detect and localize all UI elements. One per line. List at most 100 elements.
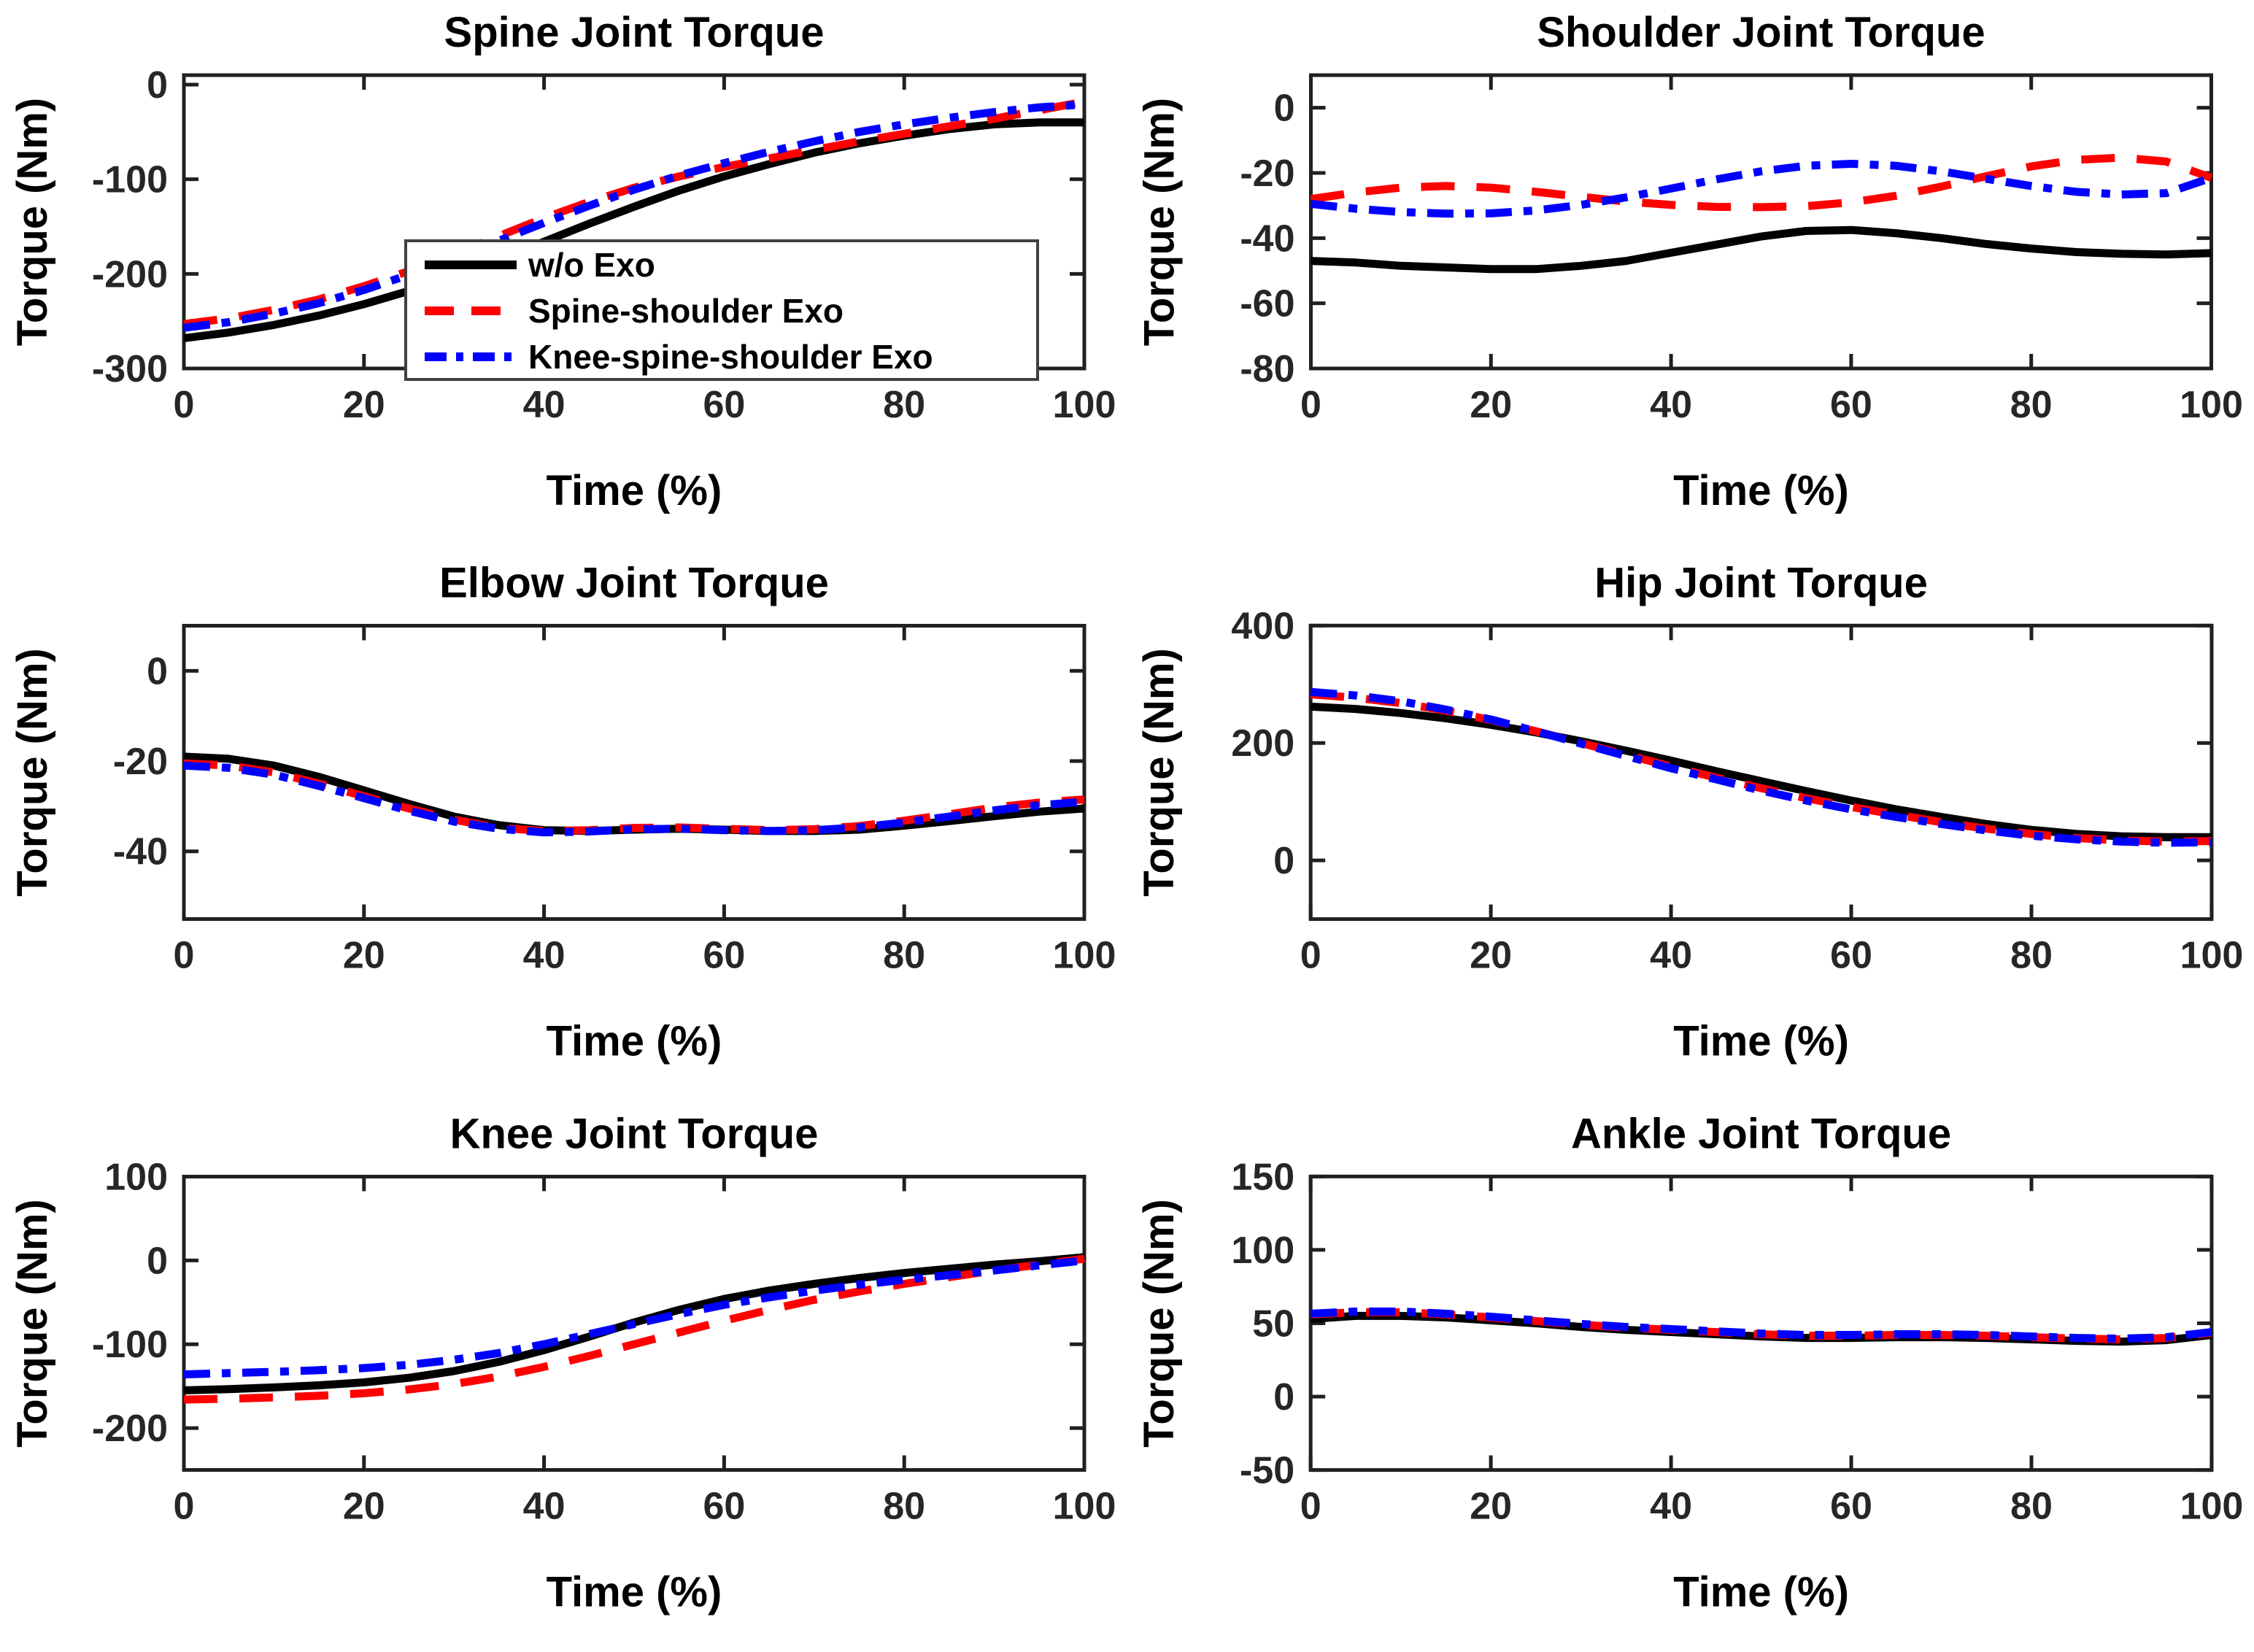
y-tick-label: 0 (147, 1240, 168, 1282)
series-line-knee-spine-shoulder-exo (1310, 1307, 2212, 1343)
x-tick-label: 60 (703, 935, 745, 977)
x-tick-label: 0 (174, 384, 195, 426)
y-axis-label: Torque (Nm) (1135, 648, 1183, 897)
y-tick-label: -100 (92, 1324, 168, 1366)
series-line-spine-shoulder-exo (183, 759, 1085, 835)
y-tick-label: -80 (1240, 348, 1294, 390)
y-tick-label: 0 (1273, 840, 1294, 882)
x-tick-label: 20 (1470, 384, 1512, 426)
y-axis-label: Torque (Nm) (9, 98, 56, 346)
chart-title: Elbow Joint Torque (439, 560, 829, 607)
series-line-spine-shoulder-exo (1310, 153, 2213, 212)
x-tick-label: 80 (2010, 935, 2053, 977)
x-axis-label: Time (%) (547, 467, 722, 514)
y-tick-label: -20 (1240, 153, 1294, 195)
y-tick-label: -40 (1240, 217, 1294, 260)
y-tick-label: 400 (1231, 605, 1294, 647)
x-tick-label: 20 (1470, 1486, 1512, 1528)
y-tick-label: 100 (104, 1157, 168, 1199)
chart-knee: Knee Joint Torque Torque (Nm) Time (%) 0 20 4… (9, 1111, 1116, 1616)
plot-box (182, 624, 1087, 921)
plot-box (1308, 1174, 2214, 1472)
chart-hip: Hip Joint Torque Torque (Nm) Time (%) 0 20 40… (1135, 559, 2244, 1065)
y-axis-label: Torque (Nm) (9, 1199, 56, 1447)
y-tick-label: 100 (1231, 1230, 1294, 1272)
chart-ankle: Ankle Joint Torque Torque (Nm) Time (%) 0 20… (1135, 1110, 2244, 1616)
x-tick-label: 100 (2180, 1486, 2244, 1528)
x-tick-label: 60 (703, 384, 745, 426)
legend-label: Spine-shoulder Exo (528, 292, 844, 330)
chart-title: Shoulder Joint Torque (1537, 9, 1985, 56)
x-tick-label: 100 (1053, 935, 1116, 977)
series-line-knee-spine-shoulder-exo (183, 1256, 1085, 1379)
y-tick-label: -60 (1240, 283, 1294, 325)
plot-box (182, 1175, 1087, 1472)
panel-shoulder-joint-torque: Shoulder Joint Torque Torque (Nm) Time (%)… (1127, 0, 2254, 550)
x-tick-label: 60 (1830, 384, 1872, 426)
x-axis-label: Time (%) (1673, 1569, 1849, 1616)
chart-elbow: Elbow Joint Torque Torque (Nm) Time (%) 0 20… (9, 560, 1116, 1065)
y-tick-label: 0 (147, 650, 168, 692)
x-tick-label: 100 (2180, 935, 2244, 977)
x-tick-label: 20 (1470, 935, 1512, 977)
x-tick-label: 80 (883, 935, 925, 977)
x-tick-label: 40 (523, 935, 566, 977)
x-tick-label: 0 (1300, 384, 1321, 426)
y-tick-label: 200 (1231, 722, 1294, 765)
y-tick-label: 0 (1274, 88, 1295, 130)
x-tick-label: 100 (1053, 1486, 1116, 1528)
x-tick-label: 20 (343, 1486, 385, 1528)
x-tick-label: 100 (2180, 384, 2243, 426)
panel-hip-joint-torque: Hip Joint Torque Torque (Nm) Time (%) 0 20 40… (1127, 550, 2254, 1101)
x-tick-label: 0 (1300, 935, 1321, 977)
series-line-spine-shoulder-exo (1310, 690, 2212, 846)
y-tick-label: -200 (92, 253, 168, 296)
x-tick-label: 80 (883, 384, 925, 426)
plot-box (1309, 73, 2213, 371)
panel-elbow-joint-torque: Elbow Joint Torque Torque (Nm) Time (%) 0 20… (0, 550, 1127, 1101)
y-tick-label: 50 (1252, 1302, 1294, 1345)
x-axis-label: Time (%) (1673, 467, 1849, 514)
y-tick-label: -100 (92, 159, 168, 201)
y-tick-label: 0 (147, 64, 168, 107)
x-tick-label: 100 (1053, 384, 1116, 426)
legend-label: w/o Exo (528, 246, 655, 284)
x-tick-label: 80 (2010, 384, 2053, 426)
x-tick-label: 60 (1830, 935, 1872, 977)
y-tick-label: -300 (92, 348, 168, 390)
x-tick-label: 80 (883, 1486, 925, 1528)
y-axis-label: Torque (Nm) (9, 648, 56, 896)
y-axis-label: Torque (Nm) (1135, 1199, 1183, 1448)
x-axis-label: Time (%) (1673, 1018, 1849, 1065)
y-axis-label: Torque (Nm) (1136, 98, 1184, 346)
x-axis-label: Time (%) (547, 1569, 722, 1616)
chart-title: Ankle Joint Torque (1571, 1110, 1951, 1157)
x-tick-label: 40 (1650, 1486, 1692, 1528)
plot-box (1308, 623, 2214, 922)
chart-spine: Spine Joint Torque Torque (Nm) Time (%) 0 20… (9, 9, 1116, 514)
series-line-knee-spine-shoulder-exo (183, 100, 1085, 332)
x-tick-label: 80 (2010, 1486, 2053, 1528)
x-tick-label: 20 (343, 384, 385, 426)
series-line-w-o-exo (1310, 702, 2212, 841)
x-tick-label: 0 (174, 1486, 195, 1528)
x-tick-label: 40 (1650, 935, 1692, 977)
x-axis-label: Time (%) (547, 1018, 722, 1065)
panel-spine-joint-torque: Spine Joint Torque Torque (Nm) Time (%) 0 20… (0, 0, 1127, 550)
y-tick-label: -20 (113, 741, 168, 783)
y-tick-label: -40 (113, 831, 168, 873)
x-tick-label: 40 (523, 1486, 566, 1528)
x-tick-label: 0 (174, 935, 195, 977)
series-line-knee-spine-shoulder-exo (1310, 160, 2213, 218)
y-tick-label: 150 (1231, 1156, 1294, 1198)
chart-title: Knee Joint Torque (450, 1111, 819, 1158)
series-line-knee-spine-shoulder-exo (1310, 687, 2212, 847)
y-tick-label: -200 (92, 1408, 168, 1450)
series-line-spine-shoulder-exo (183, 1254, 1085, 1404)
chart-title: Hip Joint Torque (1594, 559, 1928, 606)
chart-shoulder: Shoulder Joint Torque Torque (Nm) Time (%)… (1136, 9, 2243, 514)
x-tick-label: 40 (1650, 384, 1692, 426)
panel-knee-joint-torque: Knee Joint Torque Torque (Nm) Time (%) 0 20 4… (0, 1101, 1127, 1652)
x-tick-label: 60 (703, 1486, 745, 1528)
